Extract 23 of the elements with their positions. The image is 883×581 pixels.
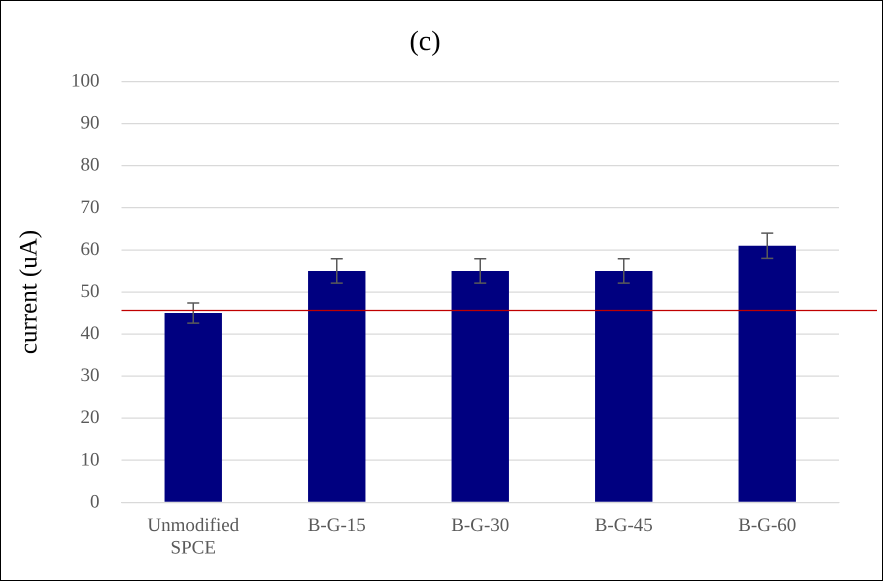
y-tick-label: 10 <box>80 449 100 470</box>
bar <box>595 270 652 502</box>
y-tick-label: 70 <box>80 196 100 218</box>
y-tick-label: 60 <box>80 238 100 260</box>
y-tick-label: 0 <box>90 491 100 512</box>
chart-title: (c) <box>409 26 441 58</box>
bar <box>452 270 509 502</box>
x-tick-label: B-G-60 <box>738 514 796 536</box>
bar <box>738 246 796 502</box>
y-axis-title: current (uA) <box>16 230 43 354</box>
y-tick-label: 50 <box>80 280 100 302</box>
y-tick-label: 90 <box>80 112 100 134</box>
x-tick-label: B-G-30 <box>451 514 510 536</box>
x-tick-label: B-G-15 <box>308 514 366 536</box>
y-tick-label: 40 <box>80 323 100 344</box>
y-tick-label: 100 <box>71 70 100 92</box>
x-tick-label: Unmodified SPCE <box>147 514 240 559</box>
bar <box>164 313 222 502</box>
x-tick-label: B-G-45 <box>594 514 653 536</box>
y-tick-label: 80 <box>80 154 100 176</box>
y-tick-label: 30 <box>80 365 100 386</box>
y-tick-label: 20 <box>80 407 100 428</box>
bar <box>308 270 366 502</box>
